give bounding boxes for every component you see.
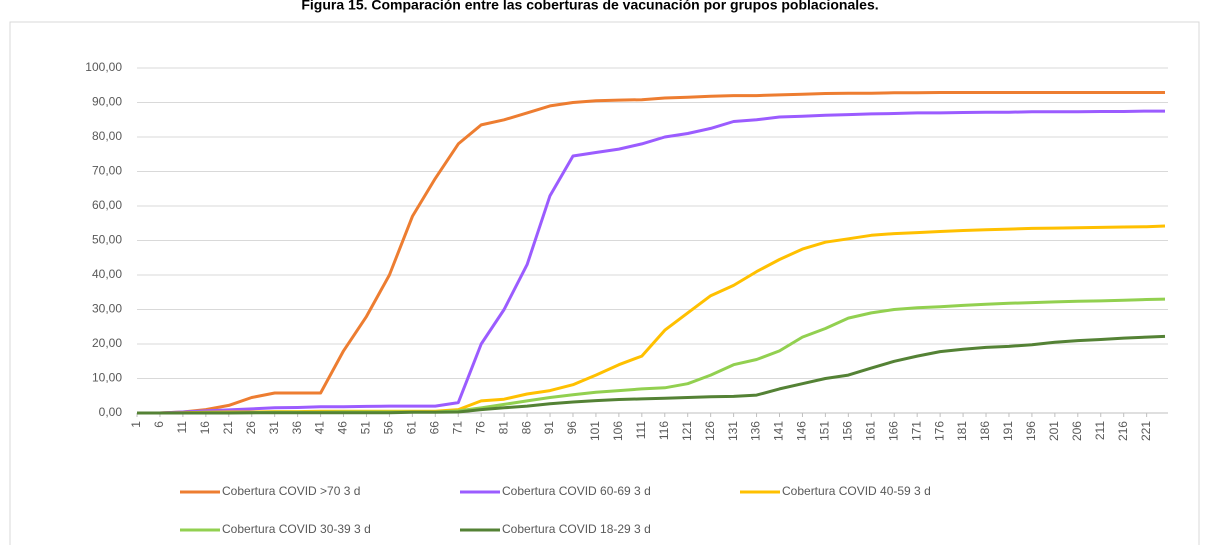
x-tick-label: 126 [703, 421, 717, 441]
y-tick-label: 100,00 [85, 60, 122, 74]
legend-label: Cobertura COVID 60-69 3 d [502, 484, 651, 498]
y-tick-label: 50,00 [92, 233, 122, 247]
x-tick-label: 16 [198, 421, 212, 435]
x-tick-label: 41 [313, 421, 327, 435]
chart-frame [9, 21, 1200, 545]
x-tick-label: 26 [244, 421, 258, 435]
legend-label: Cobertura COVID 40-59 3 d [782, 484, 931, 498]
x-tick-label: 56 [382, 421, 396, 435]
x-tick-label: 86 [519, 421, 533, 435]
y-tick-label: 60,00 [92, 198, 122, 212]
x-tick-label: 116 [657, 421, 671, 440]
y-tick-label: 0,00 [99, 405, 123, 419]
chart-title: Figura 15. Comparación entre las cobertu… [301, 0, 878, 13]
legend-label: Cobertura COVID 30-39 3 d [222, 522, 371, 536]
x-tick-label: 131 [726, 421, 740, 441]
y-tick-label: 10,00 [92, 371, 122, 385]
x-tick-label: 6 [152, 421, 166, 428]
series-line [137, 109, 1165, 415]
x-tick-label: 101 [588, 421, 602, 441]
x-tick-label: 31 [267, 421, 281, 435]
y-tick-label: 40,00 [92, 267, 122, 281]
x-tick-label: 211 [1093, 421, 1107, 440]
x-tick-label: 176 [932, 421, 946, 441]
x-tick-label: 141 [772, 421, 786, 441]
x-tick-label: 66 [427, 421, 441, 435]
x-tick-label: 36 [290, 421, 304, 435]
x-tick-label: 206 [1070, 421, 1084, 441]
y-tick-label: 70,00 [92, 164, 122, 178]
y-tick-label: 90,00 [92, 95, 122, 109]
y-tick-label: 30,00 [92, 302, 122, 316]
series-line [137, 91, 1165, 415]
x-tick-label: 166 [886, 421, 900, 441]
x-tick-label: 11 [175, 421, 189, 434]
x-tick-label: 191 [1001, 421, 1015, 441]
x-tick-label: 91 [542, 421, 556, 435]
x-tick-label: 181 [955, 421, 969, 441]
y-tick-label: 80,00 [92, 129, 122, 143]
x-tick-label: 216 [1116, 421, 1130, 441]
x-tick-label: 46 [336, 421, 350, 435]
series-line [137, 334, 1166, 415]
x-tick-label: 186 [978, 421, 992, 441]
x-tick-label: 51 [359, 421, 373, 435]
x-tick-label: 106 [611, 421, 625, 441]
legend-label: Cobertura COVID 18-29 3 d [502, 522, 651, 536]
x-tick-label: 151 [818, 421, 832, 441]
x-tick-label: 146 [795, 421, 809, 441]
x-tick-label: 201 [1047, 421, 1061, 441]
x-tick-label: 76 [473, 421, 487, 435]
x-tick-label: 81 [496, 421, 510, 435]
x-tick-label: 221 [1139, 421, 1153, 441]
x-tick-label: 171 [909, 421, 923, 441]
legend-label: Cobertura COVID >70 3 d [222, 484, 360, 498]
x-tick-label: 156 [841, 421, 855, 441]
x-tick-label: 121 [680, 421, 694, 441]
x-tick-label: 196 [1024, 421, 1038, 441]
x-tick-label: 136 [749, 421, 763, 441]
x-tick-label: 1 [129, 421, 143, 428]
x-tick-label: 96 [565, 421, 579, 435]
x-tick-label: 61 [405, 421, 419, 435]
y-tick-label: 20,00 [92, 336, 122, 350]
x-tick-label: 161 [863, 421, 877, 441]
x-tick-label: 21 [221, 421, 235, 435]
x-tick-label: 111 [634, 421, 648, 440]
x-tick-label: 71 [450, 421, 464, 435]
